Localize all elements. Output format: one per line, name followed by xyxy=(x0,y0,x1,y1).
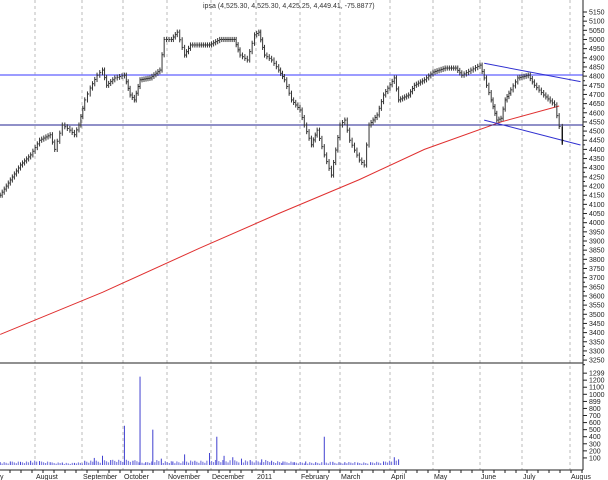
price-tick-label: 4350 xyxy=(589,156,605,163)
price-tick-label: 4200 xyxy=(589,184,605,191)
volume-tick-label: 800 xyxy=(589,406,601,413)
volume-tick-label: 600 xyxy=(589,420,601,427)
price-bars-layer xyxy=(0,29,564,198)
price-tick-label: 4000 xyxy=(589,220,605,227)
moving-average-line xyxy=(0,105,560,335)
price-tick-label: 3300 xyxy=(589,348,605,355)
volume-tick-label: 1000 xyxy=(589,392,605,399)
price-tick-label: 3500 xyxy=(589,312,605,319)
x-tick-label: y xyxy=(0,474,4,480)
chart-title: ipsa (4,525.30, 4,525.30, 4,425.25, 4,44… xyxy=(203,3,375,10)
price-tick-label: 3350 xyxy=(589,339,605,346)
volume-tick-label: 500 xyxy=(589,427,601,434)
price-tick-label: 4700 xyxy=(589,92,605,99)
horizontal-lines-layer xyxy=(0,62,583,146)
channel-line xyxy=(484,119,581,146)
price-tick-label: 4400 xyxy=(589,147,605,154)
x-tick-label: March xyxy=(341,474,361,480)
price-tick-label: 4300 xyxy=(589,165,605,172)
volume-tick-label: 700 xyxy=(589,413,601,420)
x-tick-label: December xyxy=(212,474,245,480)
moving-average-layer xyxy=(0,105,560,335)
channel-line xyxy=(484,62,581,83)
price-tick-label: 3750 xyxy=(589,266,605,273)
x-tick-label: July xyxy=(523,474,536,480)
price-tick-label: 3400 xyxy=(589,330,605,337)
price-tick-label: 4800 xyxy=(589,74,605,81)
volume-tick-label: 1100 xyxy=(589,385,604,392)
price-tick-label: 4900 xyxy=(589,55,605,62)
date-gridlines xyxy=(34,0,571,470)
price-tick-label: 4850 xyxy=(589,64,605,71)
price-tick-label: 4650 xyxy=(589,101,605,108)
price-tick-label: 4250 xyxy=(589,174,605,181)
x-tick-label: August xyxy=(36,474,58,480)
volume-tick-label: 400 xyxy=(589,434,601,441)
price-tick-label: 3550 xyxy=(589,303,605,310)
x-tick-label: October xyxy=(124,474,150,480)
x-tick-label: April xyxy=(391,474,405,480)
x-tick-label: February xyxy=(301,474,330,480)
price-tick-label: 3250 xyxy=(589,358,605,365)
x-tick-label: September xyxy=(83,474,118,480)
price-tick-label: 5150 xyxy=(589,10,605,17)
x-tick-label: November xyxy=(168,474,201,480)
price-tick-label: 3900 xyxy=(589,239,605,246)
price-tick-label: 3650 xyxy=(589,284,605,291)
x-tick-label: 2011 xyxy=(257,474,272,480)
price-tick-label: 4500 xyxy=(589,129,605,136)
price-tick-label: 3700 xyxy=(589,275,605,282)
price-tick-label: 3850 xyxy=(589,248,605,255)
price-tick-label: 5000 xyxy=(589,37,605,44)
volume-tick-label: 1200 xyxy=(589,378,605,385)
price-tick-label: 4150 xyxy=(589,193,605,200)
price-tick-label: 4750 xyxy=(589,83,605,90)
volume-tick-label: 200 xyxy=(589,448,601,455)
volume-tick-label: 100 xyxy=(589,455,601,462)
price-tick-label: 3800 xyxy=(589,257,605,264)
x-tick-label: May xyxy=(434,474,448,480)
price-tick-label: 4050 xyxy=(589,211,605,218)
price-tick-label: 3450 xyxy=(589,321,605,328)
volume-bars-layer xyxy=(0,376,400,465)
price-tick-label: 5050 xyxy=(589,28,605,35)
x-tick-label: Augus xyxy=(571,474,591,480)
price-tick-label: 4450 xyxy=(589,138,605,145)
volume-tick-label: 1299 xyxy=(589,371,605,378)
price-tick-label: 5100 xyxy=(589,19,605,26)
volume-tick-label: 899 xyxy=(589,399,601,406)
volume-tick-label: 300 xyxy=(589,441,601,448)
price-tick-label: 4600 xyxy=(589,110,605,117)
price-tick-label: 3600 xyxy=(589,293,605,300)
price-tick-label: 4100 xyxy=(589,202,605,209)
price-tick-label: 3950 xyxy=(589,229,605,236)
price-tick-label: 4550 xyxy=(589,119,605,126)
x-tick-label: June xyxy=(481,474,496,480)
price-tick-label: 4950 xyxy=(589,46,605,53)
